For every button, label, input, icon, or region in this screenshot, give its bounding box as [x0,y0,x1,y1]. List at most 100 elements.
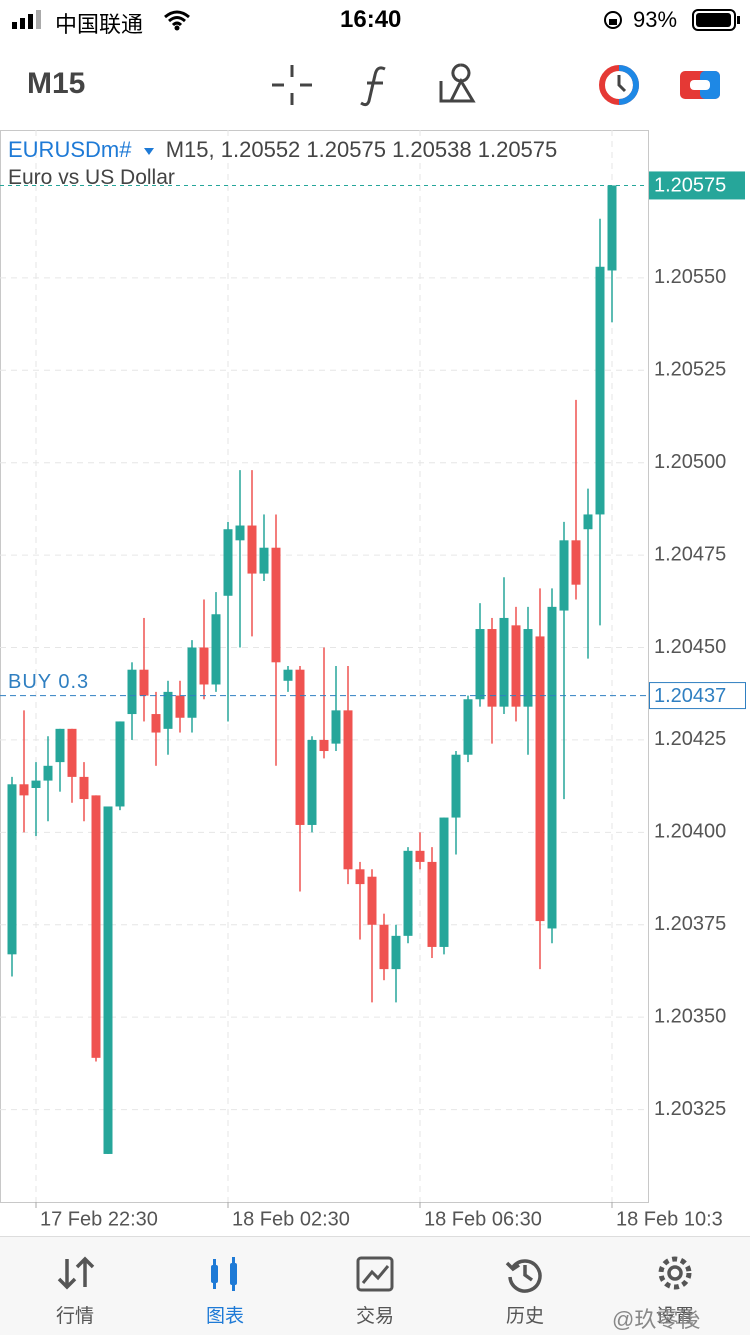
candle-body [259,547,269,574]
candle-body [163,691,173,729]
y-tick-label: 1.20525 [654,359,726,381]
order-label: BUY 0.3 [8,671,89,693]
candle-body [403,850,413,936]
candle-body [271,547,281,663]
candle-body [199,647,209,685]
tab[interactable]: 图表 [165,1237,285,1335]
candle-body [151,714,161,733]
candle-body [187,647,197,718]
candle-body [559,540,569,611]
trade-button[interactable] [678,67,722,103]
x-tick-label: 18 Feb 10:3 [616,1208,723,1230]
y-tick-label: 1.20475 [654,543,726,565]
indicators-button[interactable] [355,63,395,107]
candle-body [535,636,545,922]
low: 1.20538 [392,137,472,162]
order-price-box [649,682,746,710]
candle-body [343,710,353,870]
y-tick-label: 1.20450 [654,636,726,658]
open: 1.20552 [220,137,301,162]
tab-label: 交易 [355,1306,394,1327]
candle-body [307,739,317,825]
y-tick-label: 1.20425 [654,728,726,750]
candle-body [439,817,449,947]
tab-label: 图表 [205,1306,244,1327]
chart-header: EURUSDm# M15, 1.20552 1.20575 1.20538 1.… [8,137,557,190]
candle-body [55,728,65,763]
tab-label: 设置 [655,1306,694,1327]
watermark: @玖零後 [612,1307,701,1332]
x-tick-label: 17 Feb 22:30 [40,1208,158,1230]
candle-body [211,614,221,685]
candle-body [499,617,509,707]
tab-icon [505,1259,542,1293]
order-price-label: 1.20437 [654,685,726,707]
candle-body [127,669,137,715]
tab[interactable]: 行情 [15,1237,135,1335]
subtitle: Euro vs US Dollar [8,166,175,189]
candle-body [415,850,425,862]
candle-body [475,629,485,700]
tab-bar: 行情 图表 交易 历史 设置 [0,1236,750,1335]
candle-body [595,266,605,515]
tab[interactable]: 交易 [315,1237,435,1335]
candle-body [31,780,41,788]
symbol-dropdown[interactable] [142,145,156,157]
current-price-label: 1.20575 [654,175,726,197]
timeframe: M15, [165,137,215,162]
candle-body [247,525,257,574]
candle-body [19,784,29,796]
timeframe-button[interactable]: M15 [27,67,86,100]
tab[interactable]: 设置 [615,1237,735,1335]
status-bar: 中国联通 16:40 93% [0,0,750,40]
toolbar: M15 [0,55,750,115]
y-tick-label: 1.20400 [654,821,726,843]
signal-icon [12,10,41,29]
close: 1.20575 [477,137,558,162]
symbol[interactable]: EURUSDm# [8,137,132,162]
plot-border [0,130,649,1203]
candle-body [463,699,473,755]
candle-body [523,629,533,707]
battery-icon [692,9,740,31]
crosshair-button[interactable] [270,63,314,107]
candle-body [7,784,17,955]
candle-body [103,806,113,1154]
candle-body [487,629,497,707]
candle-body [139,669,149,696]
candle-body [235,525,245,541]
candle-body [319,739,329,752]
y-tick-label: 1.20350 [654,1005,726,1027]
candle-body [283,669,293,681]
lock-icon [604,11,622,29]
candle-body [79,776,89,800]
current-price-box [649,171,745,200]
candle-body [547,606,557,929]
candle-body [391,935,401,970]
tab[interactable]: 历史 [465,1237,585,1335]
tab-icon [57,1256,95,1290]
wifi-icon [164,10,190,31]
tab-icon [658,1256,692,1290]
x-tick-label: 18 Feb 06:30 [424,1208,542,1230]
carrier: 中国联通 [55,12,144,37]
candle-body [295,669,305,825]
candle-body [511,625,521,707]
candle-body [91,795,101,1058]
y-tick-label: 1.20325 [654,1098,726,1120]
high: 1.20575 [306,137,386,162]
tab-label: 历史 [505,1306,544,1327]
candle-body [607,185,617,271]
oneclick-button[interactable] [597,63,641,107]
candle-body [379,924,389,970]
candle-body [43,765,53,781]
y-tick-label: 1.20375 [654,913,726,935]
objects-button[interactable] [437,61,481,107]
candle-body [427,861,437,947]
tab-label: 行情 [55,1306,94,1327]
x-tick-label: 18 Feb 02:30 [232,1208,350,1230]
chart: 1.20550 1.20525 1.20500 1.20475 1.20450 1.204… [0,130,746,1230]
candle-body [571,540,581,585]
candle-body [367,876,377,925]
